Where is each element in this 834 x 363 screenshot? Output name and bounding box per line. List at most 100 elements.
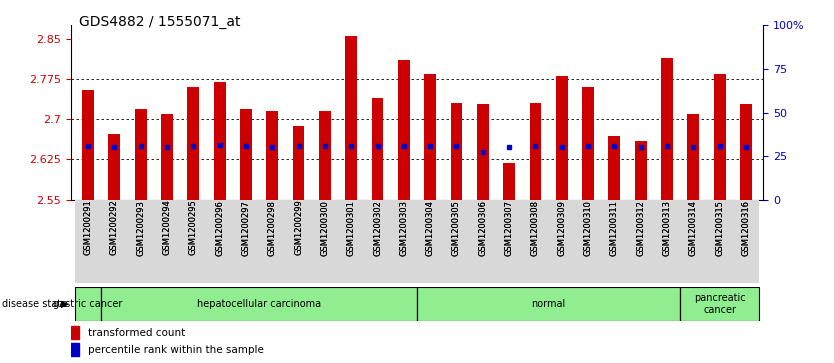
Bar [575, 195, 601, 283]
Bar [240, 109, 252, 200]
Text: GSM1200311: GSM1200311 [610, 200, 619, 256]
Text: GSM1200298: GSM1200298 [268, 200, 277, 256]
Text: GSM1200305: GSM1200305 [452, 200, 461, 256]
Text: GSM1200307: GSM1200307 [505, 200, 514, 256]
Bar [398, 60, 409, 200]
Bar [161, 114, 173, 200]
Text: hepatocellular carcinoma: hepatocellular carcinoma [197, 299, 321, 309]
Text: GSM1200313: GSM1200313 [662, 200, 671, 256]
Text: GSM1200293: GSM1200293 [136, 200, 145, 256]
Bar [345, 36, 357, 200]
Text: GSM1200314: GSM1200314 [689, 200, 698, 256]
Bar [372, 98, 384, 200]
Bar [128, 195, 153, 283]
Bar [530, 103, 541, 200]
Text: transformed count: transformed count [88, 327, 185, 338]
Bar [153, 195, 180, 283]
Bar [555, 76, 568, 200]
Text: GSM1200308: GSM1200308 [531, 200, 540, 256]
Text: GDS4882 / 1555071_at: GDS4882 / 1555071_at [79, 15, 241, 29]
Text: GSM1200313: GSM1200313 [662, 200, 671, 256]
Bar [180, 195, 207, 283]
Text: GSM1200311: GSM1200311 [610, 200, 619, 256]
Text: GSM1200300: GSM1200300 [320, 200, 329, 256]
Text: GSM1200316: GSM1200316 [741, 200, 751, 256]
Text: percentile rank within the sample: percentile rank within the sample [88, 344, 264, 355]
Text: pancreatic
cancer: pancreatic cancer [694, 293, 746, 315]
Bar [135, 109, 147, 200]
Bar [319, 111, 331, 200]
Bar [82, 90, 94, 200]
Text: GSM1200312: GSM1200312 [636, 200, 646, 256]
Text: GSM1200303: GSM1200303 [399, 200, 409, 256]
Text: GSM1200302: GSM1200302 [373, 200, 382, 256]
Bar [214, 82, 225, 200]
Text: GSM1200292: GSM1200292 [110, 200, 118, 256]
Text: GSM1200299: GSM1200299 [294, 200, 303, 256]
Text: GSM1200307: GSM1200307 [505, 200, 514, 256]
Bar [496, 195, 522, 283]
Text: GSM1200304: GSM1200304 [425, 200, 435, 256]
Bar [233, 195, 259, 283]
Text: gastric cancer: gastric cancer [53, 299, 123, 309]
Text: GSM1200306: GSM1200306 [479, 200, 487, 256]
Text: normal: normal [531, 299, 565, 309]
Text: GSM1200310: GSM1200310 [584, 200, 593, 256]
Bar [522, 195, 549, 283]
Bar [470, 195, 496, 283]
Bar [312, 195, 338, 283]
Text: ▶: ▶ [61, 299, 68, 309]
Bar [390, 195, 417, 283]
Bar [706, 195, 733, 283]
Text: GSM1200301: GSM1200301 [347, 200, 355, 256]
Bar [654, 195, 681, 283]
Bar [417, 195, 444, 283]
Text: GSM1200312: GSM1200312 [636, 200, 646, 256]
Text: GSM1200297: GSM1200297 [241, 200, 250, 256]
Bar [207, 195, 233, 283]
Bar [627, 195, 654, 283]
Bar [338, 195, 364, 283]
Text: GSM1200296: GSM1200296 [215, 200, 224, 256]
Bar [188, 87, 199, 200]
Text: GSM1200316: GSM1200316 [741, 200, 751, 256]
Bar [259, 195, 285, 283]
Bar [71, 326, 78, 339]
Bar [549, 195, 575, 283]
Bar [285, 195, 312, 283]
Bar [444, 195, 470, 283]
Bar [417, 287, 681, 321]
Bar [635, 141, 646, 200]
Text: GSM1200291: GSM1200291 [83, 200, 93, 256]
Text: GSM1200306: GSM1200306 [479, 200, 487, 256]
Text: GSM1200309: GSM1200309 [557, 200, 566, 256]
Bar [714, 74, 726, 200]
Text: GSM1200294: GSM1200294 [163, 200, 172, 256]
Text: GSM1200310: GSM1200310 [584, 200, 593, 256]
Text: GSM1200302: GSM1200302 [373, 200, 382, 256]
Bar [582, 87, 594, 200]
Text: GSM1200305: GSM1200305 [452, 200, 461, 256]
Text: GSM1200294: GSM1200294 [163, 200, 172, 256]
Bar [293, 126, 304, 200]
Bar [681, 287, 759, 321]
Bar [75, 287, 101, 321]
Text: GSM1200299: GSM1200299 [294, 200, 303, 256]
Text: GSM1200308: GSM1200308 [531, 200, 540, 256]
Text: GSM1200301: GSM1200301 [347, 200, 355, 256]
Bar [266, 111, 279, 200]
Bar [687, 114, 699, 200]
Text: GSM1200292: GSM1200292 [110, 200, 118, 256]
Bar [71, 343, 78, 356]
Bar [450, 103, 462, 200]
Bar [740, 104, 752, 200]
Bar [601, 195, 627, 283]
Bar [477, 104, 489, 200]
Text: GSM1200297: GSM1200297 [241, 200, 250, 256]
Bar [75, 195, 101, 283]
Text: disease state: disease state [2, 299, 67, 309]
Text: GSM1200296: GSM1200296 [215, 200, 224, 256]
Bar [101, 287, 417, 321]
Bar [425, 74, 436, 200]
Text: GSM1200293: GSM1200293 [136, 200, 145, 256]
